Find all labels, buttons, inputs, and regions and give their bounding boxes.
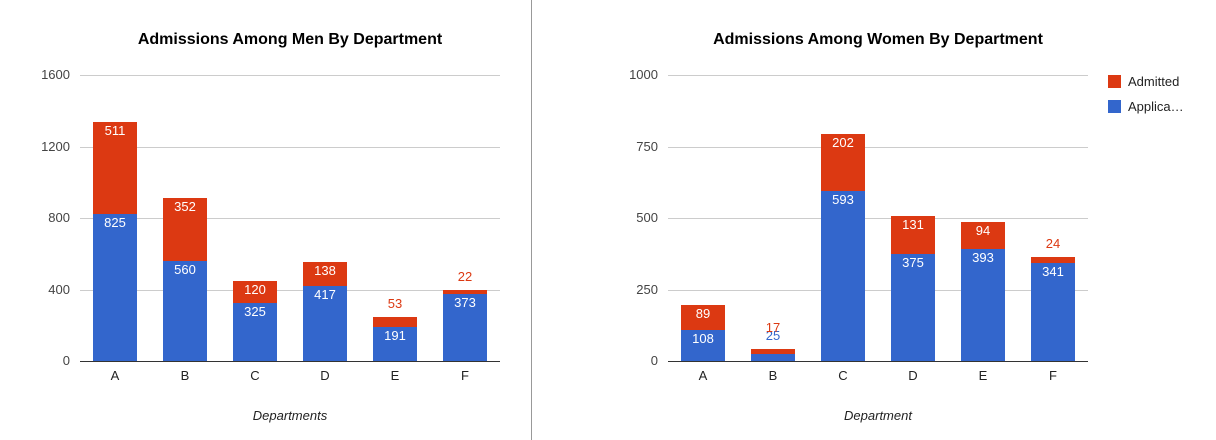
bar-value-label: 325 bbox=[244, 303, 266, 319]
x-tick-label: D bbox=[320, 368, 330, 383]
bar-segment[interactable] bbox=[1031, 256, 1075, 264]
bar-value-label: 138 bbox=[314, 262, 336, 278]
y-tick-label: 0 bbox=[62, 353, 70, 368]
x-tick-label: E bbox=[978, 368, 988, 383]
bar-segment[interactable] bbox=[961, 248, 1005, 361]
bar-segment[interactable] bbox=[93, 122, 137, 214]
bar-value-label: 417 bbox=[314, 287, 336, 303]
bar-segment[interactable] bbox=[1031, 263, 1075, 361]
gridline bbox=[80, 361, 500, 362]
y-tick-label: 1600 bbox=[41, 67, 70, 82]
bar-segment[interactable] bbox=[303, 286, 347, 361]
y-tick-label: 800 bbox=[48, 210, 70, 225]
bar-value-label: 375 bbox=[902, 254, 924, 270]
bar-value-label: 108 bbox=[692, 331, 714, 347]
x-tick-label: C bbox=[250, 368, 260, 383]
y-tick-label: 1200 bbox=[41, 138, 70, 154]
bar-segment[interactable] bbox=[373, 317, 417, 327]
bar-value-label: 131 bbox=[902, 217, 924, 233]
gridline bbox=[80, 146, 500, 148]
x-tick-label: A bbox=[110, 368, 120, 383]
gridline bbox=[668, 75, 1088, 76]
bar-value-label: 202 bbox=[832, 134, 854, 150]
vertical-divider bbox=[531, 0, 532, 440]
bar-segment[interactable] bbox=[443, 294, 487, 361]
plot-area-women: 0 250 500 750 1000 A 108 89 B 25 17 C 593 202 D 375 131 E… bbox=[629, 68, 1088, 383]
y-tick-label: 500 bbox=[636, 210, 658, 225]
plot-area-men: 0 400 800 1200 1600 A 825 511 B 560 352 C 325 120 D 417… bbox=[41, 68, 500, 383]
bar-segment[interactable] bbox=[751, 348, 795, 354]
y-tick-label: 1000 bbox=[629, 67, 658, 82]
gridline bbox=[668, 218, 1088, 219]
y-tick-label: 0 bbox=[650, 353, 658, 368]
gridline bbox=[668, 289, 1088, 291]
bar-value-label: 25 bbox=[765, 327, 781, 343]
legend-label-applicants: Applica… bbox=[1128, 99, 1184, 114]
y-tick-label: 750 bbox=[636, 138, 658, 154]
bar-segment[interactable] bbox=[93, 213, 137, 361]
bar-segment[interactable] bbox=[443, 290, 487, 295]
bar-segment[interactable] bbox=[373, 326, 417, 361]
gridline bbox=[80, 289, 500, 291]
x-axis-title-women: Department bbox=[844, 408, 912, 423]
x-tick-label: F bbox=[1049, 368, 1057, 383]
bar-segment[interactable] bbox=[821, 191, 865, 361]
chart-title-men: Admissions Among Men By Department bbox=[137, 31, 443, 48]
bar-value-label: 53 bbox=[387, 296, 403, 312]
bar-segment[interactable] bbox=[233, 302, 277, 361]
bar-value-label: 191 bbox=[384, 327, 406, 343]
bar-segment[interactable] bbox=[751, 353, 795, 361]
bar-segment[interactable] bbox=[891, 216, 935, 254]
bar-segment[interactable] bbox=[891, 253, 935, 361]
chart-men: Admissions Among Men By Department 0 400 8… bbox=[0, 0, 532, 440]
bar-segment[interactable] bbox=[961, 221, 1005, 249]
bar-value-label: 593 bbox=[832, 192, 854, 208]
bar-value-label: 120 bbox=[244, 282, 266, 298]
legend-swatch-applicants bbox=[1108, 100, 1121, 113]
x-tick-label: A bbox=[698, 368, 708, 383]
bar-value-label: 24 bbox=[1045, 235, 1061, 251]
gridline bbox=[80, 218, 500, 219]
bar-segment[interactable] bbox=[233, 281, 277, 303]
x-tick-label: B bbox=[768, 368, 778, 383]
bar-segment[interactable] bbox=[681, 330, 725, 361]
x-tick-label: F bbox=[461, 368, 469, 383]
bar-value-label: 825 bbox=[104, 214, 126, 230]
y-tick-label: 250 bbox=[636, 281, 658, 297]
bar-value-label: 22 bbox=[457, 269, 473, 285]
legend-label-admitted: Admitted bbox=[1128, 74, 1180, 89]
bar-value-label: 17 bbox=[765, 319, 781, 335]
bar-value-label: 89 bbox=[695, 305, 711, 321]
legend-item-applicants: Applica… bbox=[1108, 99, 1184, 114]
legend-item-admitted: Admitted bbox=[1108, 74, 1184, 89]
x-tick-label: D bbox=[908, 368, 918, 383]
x-axis-title-men: Departments bbox=[252, 408, 328, 423]
legend-swatch-admitted bbox=[1108, 75, 1121, 88]
gridline bbox=[668, 146, 1088, 148]
bar-value-label: 393 bbox=[972, 249, 994, 265]
x-tick-label: C bbox=[838, 368, 848, 383]
y-tick-label: 400 bbox=[48, 281, 70, 297]
x-tick-label: E bbox=[390, 368, 400, 383]
bar-segment[interactable] bbox=[821, 133, 865, 192]
bar-segment[interactable] bbox=[681, 304, 725, 331]
chart-title-women: Admissions Among Women By Department bbox=[713, 31, 1043, 48]
chart-women: Admissions Among Women By Department 0 25… bbox=[588, 0, 1120, 440]
bar-value-label: 341 bbox=[1042, 264, 1064, 280]
bar-value-label: 94 bbox=[975, 222, 991, 238]
gridline bbox=[668, 361, 1088, 362]
gridline bbox=[80, 75, 500, 76]
bar-value-label: 373 bbox=[454, 295, 476, 311]
bar-segment[interactable] bbox=[163, 260, 207, 361]
bar-value-label: 560 bbox=[174, 261, 196, 277]
bar-value-label: 352 bbox=[174, 198, 196, 214]
bar-value-label: 511 bbox=[104, 123, 126, 139]
x-tick-label: B bbox=[180, 368, 190, 383]
bar-segment[interactable] bbox=[163, 197, 207, 261]
legend: Admitted Applica… bbox=[1108, 74, 1184, 124]
bar-segment[interactable] bbox=[303, 261, 347, 287]
